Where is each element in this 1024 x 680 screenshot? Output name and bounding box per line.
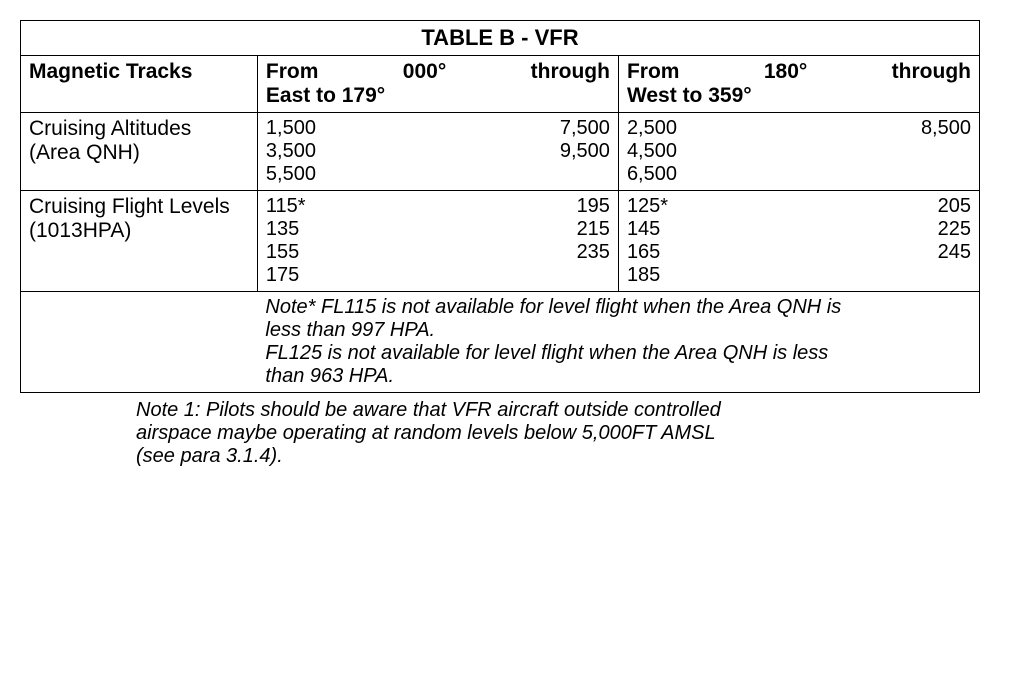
fl-value: 145 xyxy=(627,218,668,241)
note-inner-l2: less than 997 HPA. xyxy=(265,319,971,342)
header-col-west-line1: From 180° through xyxy=(627,60,971,83)
note-outer-text: Note 1: Pilots should be aware that VFR … xyxy=(132,393,980,468)
header-magnetic-tracks: Magnetic Tracks xyxy=(21,56,258,113)
note-inner-l3: FL125 is not available for level flight … xyxy=(265,342,971,365)
row-label-flightlevels: Cruising Flight Levels (1013HPA) xyxy=(21,191,258,292)
header-col-west-line2: West to 359° xyxy=(627,84,752,107)
row-label-altitudes-l1: Cruising Altitudes xyxy=(29,117,249,141)
row-cruising-altitudes: Cruising Altitudes (Area QNH) 1,500 3,50… xyxy=(21,113,980,191)
fl-value: 205 xyxy=(938,195,971,218)
fl-value: 195 xyxy=(577,195,610,218)
fl-value: 175 xyxy=(266,264,306,287)
header-col-east-line1: From 000° through xyxy=(266,60,610,83)
header-col-east: From 000° through East to 179° xyxy=(257,56,618,113)
row-cruising-flight-levels: Cruising Flight Levels (1013HPA) 115* 13… xyxy=(21,191,980,292)
cell-altitudes-west: 2,500 4,500 6,500 8,500 xyxy=(618,113,979,191)
fl-value: 115* xyxy=(266,195,306,218)
fl-value: 215 xyxy=(577,218,610,241)
fl-value: 225 xyxy=(938,218,971,241)
alt-value: 4,500 xyxy=(627,140,677,163)
note-inner-text: Note* FL115 is not available for level f… xyxy=(257,292,979,393)
fl-value: 245 xyxy=(938,241,971,264)
alt-value: 3,500 xyxy=(266,140,316,163)
fl-value: 135 xyxy=(266,218,306,241)
row-label-altitudes: Cruising Altitudes (Area QNH) xyxy=(21,113,258,191)
cell-fl-east: 115* 135 155 175 195 215 235 xyxy=(257,191,618,292)
cell-altitudes-east: 1,500 3,500 5,500 7,500 9,500 xyxy=(257,113,618,191)
alt-value: 6,500 xyxy=(627,163,677,186)
table-title: TABLE B - VFR xyxy=(21,21,980,56)
alt-value: 8,500 xyxy=(921,117,971,140)
fl-value: 165 xyxy=(627,241,668,264)
vfr-table: TABLE B - VFR Magnetic Tracks From 000° … xyxy=(20,20,980,393)
alt-value: 1,500 xyxy=(266,117,316,140)
fl-value: 155 xyxy=(266,241,306,264)
note-inner-pad xyxy=(21,292,258,393)
header-col-east-line2: East to 179° xyxy=(266,84,385,107)
note-outer-l3: (see para 3.1.4). xyxy=(136,445,976,468)
fl-value: 235 xyxy=(577,241,610,264)
note-inner-l4: than 963 HPA. xyxy=(265,365,971,388)
row-label-fl-l2: (1013HPA) xyxy=(29,219,249,243)
alt-value: 5,500 xyxy=(266,163,316,186)
page-container: TABLE B - VFR Magnetic Tracks From 000° … xyxy=(20,20,980,468)
cell-fl-west: 125* 145 165 185 205 225 245 xyxy=(618,191,979,292)
fl-value: 125* xyxy=(627,195,668,218)
note-outer-l1: Note 1: Pilots should be aware that VFR … xyxy=(136,399,976,422)
note-inner-l1: Note* FL115 is not available for level f… xyxy=(265,296,971,319)
row-label-fl-l1: Cruising Flight Levels xyxy=(29,195,249,219)
row-label-altitudes-l2: (Area QNH) xyxy=(29,141,249,165)
row-note-inner: Note* FL115 is not available for level f… xyxy=(21,292,980,393)
fl-value: 185 xyxy=(627,264,668,287)
note-outer-wrap: Note 1: Pilots should be aware that VFR … xyxy=(20,393,980,468)
alt-value: 7,500 xyxy=(560,117,610,140)
alt-value: 9,500 xyxy=(560,140,610,163)
alt-value: 2,500 xyxy=(627,117,677,140)
header-col-west: From 180° through West to 359° xyxy=(618,56,979,113)
note-outer-l2: airspace maybe operating at random level… xyxy=(136,422,976,445)
